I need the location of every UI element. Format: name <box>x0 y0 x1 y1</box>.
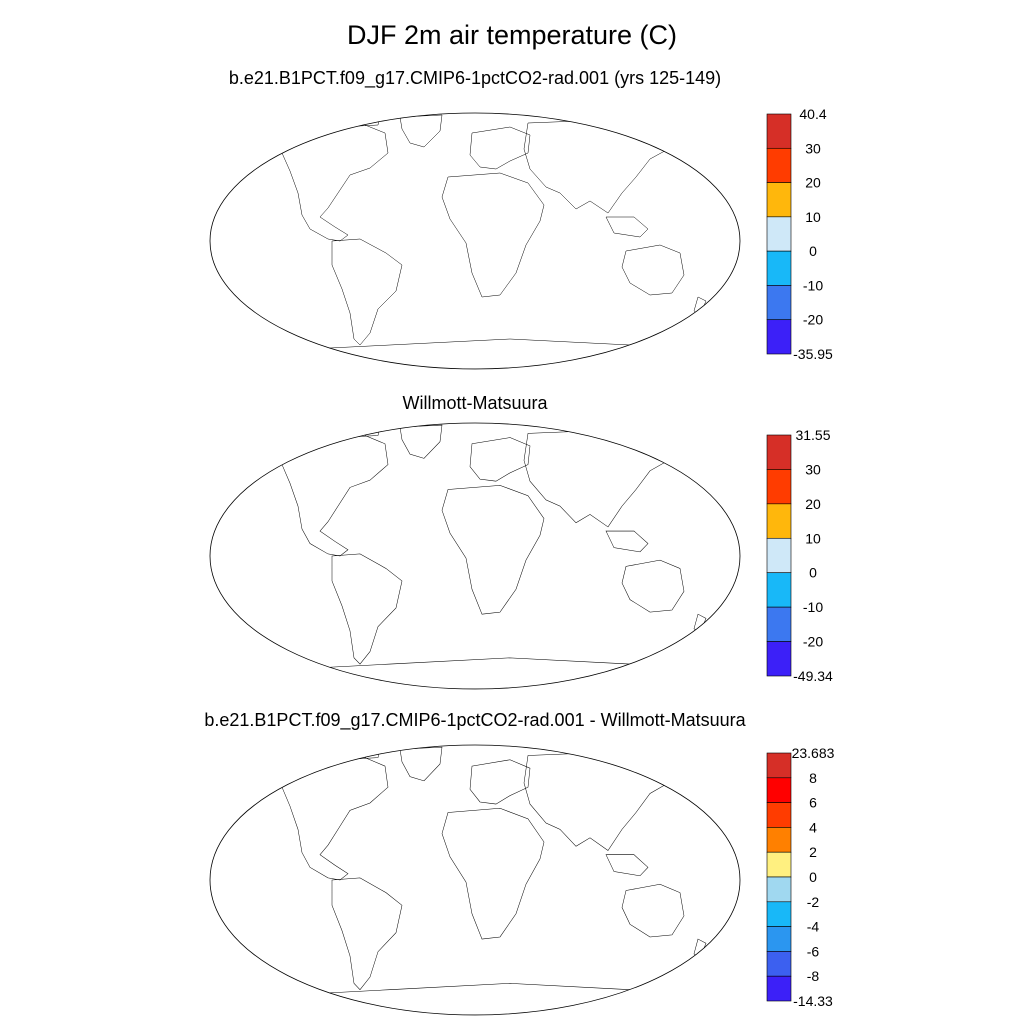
colorbar-tick-label: 10 <box>805 530 821 546</box>
colorbar-tick-label: -4 <box>807 919 820 935</box>
panel-diff-title: b.e21.B1PCT.f09_g17.CMIP6-1pctCO2-rad.00… <box>204 710 746 730</box>
colorbar-tick-label: 2 <box>809 844 817 860</box>
colorbar-tick-label: 8 <box>809 770 817 786</box>
colorbar-swatch <box>766 113 792 149</box>
colorbar-swatch <box>766 216 792 252</box>
colorbar-swatch <box>766 537 792 574</box>
colorbar-tick-label: -20 <box>803 312 823 328</box>
map-panel-model <box>209 112 741 370</box>
colorbar-tick-label: -10 <box>803 277 823 293</box>
colorbar-tick-label: -14.33 <box>793 993 833 1009</box>
colorbar-swatch <box>766 951 792 977</box>
colorbar-swatch <box>766 503 792 539</box>
colorbar-swatch <box>766 926 792 952</box>
colorbar-tick-label: 4 <box>809 819 817 835</box>
colorbar-obs: 31.55 30 20 10 0 -10 -20 -49.34 <box>766 427 833 684</box>
colorbar-swatch <box>766 802 792 828</box>
colorbar-model: 40.4 30 20 10 0 -10 -20 -35.95 <box>766 106 833 362</box>
colorbar-swatch <box>766 975 792 1002</box>
colorbar-tick-label: 30 <box>805 140 821 156</box>
colorbar-tick-label: -20 <box>803 634 823 650</box>
colorbar-swatch <box>766 250 792 286</box>
colorbar-tick-label: 10 <box>805 209 821 225</box>
colorbar-tick-label: 0 <box>809 243 817 259</box>
colorbar-tick-label: 40.4 <box>799 106 826 122</box>
colorbar-diff: 23.683 8 6 4 2 0 -2 -4 -6 -8 -14.33 <box>766 745 835 1009</box>
panel-model-title: b.e21.B1PCT.f09_g17.CMIP6-1pctCO2-rad.00… <box>228 68 722 88</box>
colorbar-tick-label: 23.683 <box>792 745 835 761</box>
colorbar-swatch <box>766 572 792 608</box>
map-panel-obs <box>209 422 741 690</box>
colorbar-swatch <box>766 777 792 803</box>
colorbar-swatch <box>766 901 792 927</box>
colorbar-tick-label: 20 <box>805 496 821 512</box>
colorbar-swatch <box>766 285 792 321</box>
colorbar-swatch <box>766 851 792 878</box>
colorbar-tick-label: 30 <box>805 461 821 477</box>
colorbar-tick-label: -49.34 <box>793 668 833 684</box>
colorbar-tick-label: 20 <box>805 175 821 191</box>
colorbar-swatch <box>766 641 792 677</box>
colorbar-swatch <box>766 876 792 903</box>
colorbar-swatch <box>766 182 792 218</box>
colorbar-tick-label: 6 <box>809 795 817 811</box>
colorbar-tick-label: 0 <box>809 869 817 885</box>
colorbar-tick-label: -6 <box>807 943 820 959</box>
colorbar-tick-label: 0 <box>809 565 817 581</box>
colorbar-tick-label: -2 <box>807 894 820 910</box>
map-panel-diff <box>209 744 741 1016</box>
colorbar-swatch <box>766 469 792 505</box>
colorbar-swatch <box>766 827 792 853</box>
panel-obs-title: Willmott-Matsuura <box>402 393 548 413</box>
colorbar-swatch <box>766 147 792 183</box>
colorbar-swatch <box>766 434 792 470</box>
colorbar-swatch <box>766 319 792 355</box>
figure-title: DJF 2m air temperature (C) <box>346 20 678 50</box>
colorbar-tick-label: -35.95 <box>793 346 833 362</box>
colorbar-tick-label: -10 <box>803 599 823 615</box>
colorbar-swatch <box>766 752 792 779</box>
colorbar-tick-label: 31.55 <box>795 427 830 443</box>
colorbar-swatch <box>766 606 792 642</box>
colorbar-tick-label: -8 <box>807 968 820 984</box>
